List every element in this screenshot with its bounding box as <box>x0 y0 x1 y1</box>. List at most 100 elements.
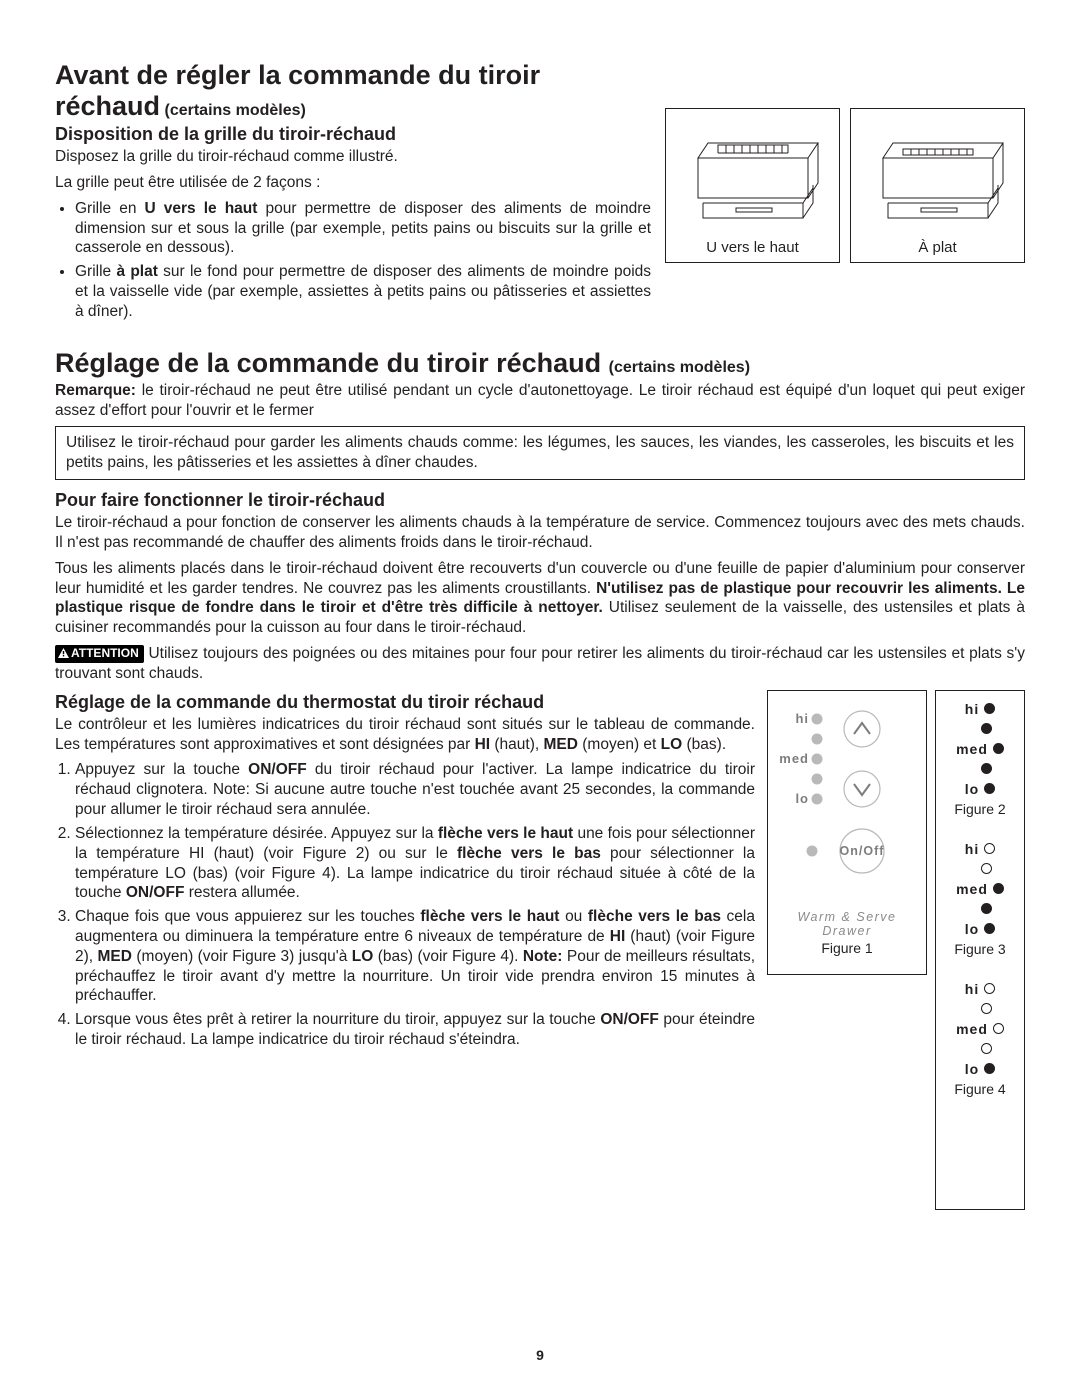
txt: (bas) (voir Figure 4). <box>373 948 523 965</box>
h1-reglage: Réglage de la commande du tiroir réchaud… <box>55 348 1025 379</box>
txt-b: flèche vers le bas <box>588 908 721 925</box>
txt-b: MED <box>544 736 578 753</box>
txt: Appuyez sur la touche <box>75 761 248 778</box>
txt: restera allumée. <box>184 884 299 901</box>
txt-b: U vers le haut <box>145 200 258 217</box>
p-thermo-intro: Le contrôleur et les lumières indicatric… <box>55 715 755 755</box>
p-remarque: Remarque: le tiroir-réchaud ne peut être… <box>55 381 1025 421</box>
txt: Sélectionnez la température désirée. App… <box>75 825 438 842</box>
lbl-med: med <box>956 741 988 757</box>
warning-icon <box>58 648 69 658</box>
control-panel-icon: hi med lo On/Off <box>777 701 917 901</box>
bullet-flat: Grille à plat sur le fond pour permettre… <box>75 262 651 321</box>
dot-icon <box>984 923 995 934</box>
figure-2-indicators: hi x med x lo <box>944 701 1016 797</box>
dot-icon <box>993 743 1004 754</box>
svg-text:On/Off: On/Off <box>840 844 885 858</box>
lbl-lo: lo <box>965 781 979 797</box>
usage-box: Utilisez le tiroir-réchaud pour garder l… <box>55 426 1025 480</box>
attention-badge: ATTENTION <box>55 645 144 662</box>
h1-avant-de-regler: Avant de régler la commande du tiroir ré… <box>55 60 651 122</box>
txt-b: Remarque: <box>55 382 136 399</box>
lbl-med: med <box>956 1021 988 1037</box>
page-number: 9 <box>0 1347 1080 1363</box>
bullet-list-rack: Grille en U vers le haut pour permettre … <box>55 199 651 322</box>
txt-b: MED <box>98 948 132 965</box>
figure-panels: hi med lo On/Off <box>767 690 1025 1210</box>
attention-label: ATTENTION <box>71 646 139 660</box>
txt: Grille <box>75 263 116 280</box>
txt-b: HI <box>610 928 626 945</box>
attention-text: Utilisez toujours des poignées ou des mi… <box>55 645 1025 682</box>
p-attention: ATTENTION Utilisez toujours des poignées… <box>55 644 1025 684</box>
bullet-u-up: Grille en U vers le haut pour permettre … <box>75 199 651 258</box>
drawer-flat-box: À plat <box>850 108 1025 263</box>
p-2facons: La grille peut être utilisée de 2 façons… <box>55 173 651 193</box>
h1-sub: (certains modèles) <box>160 102 306 119</box>
step-1: Appuyez sur la touche ON/OFF du tiroir r… <box>75 760 755 819</box>
p-plastique: Tous les aliments placés dans le tiroir-… <box>55 559 1025 638</box>
figure-2-caption: Figure 2 <box>944 801 1016 817</box>
p-fonction: Le tiroir-réchaud a pour fonction de con… <box>55 513 1025 553</box>
dot-icon <box>993 1023 1004 1034</box>
figure-1-box: hi med lo On/Off <box>767 690 927 975</box>
document-page: Avant de régler la commande du tiroir ré… <box>0 0 1080 1397</box>
txt-b: ON/OFF <box>248 761 307 778</box>
dot-icon <box>981 1003 992 1014</box>
txt: (moyen) (voir Figure 3) jusqu'à <box>132 948 352 965</box>
usage-box-text: Utilisez le tiroir-réchaud pour garder l… <box>66 433 1014 473</box>
dot-icon <box>984 843 995 854</box>
lbl-hi: hi <box>965 841 979 857</box>
h1-main: Réglage de la commande du tiroir réchaud <box>55 348 609 378</box>
txt-b: LO <box>352 948 374 965</box>
section-rack-arrangement: Avant de régler la commande du tiroir ré… <box>55 60 1025 328</box>
dot-icon <box>984 1063 995 1074</box>
step-2: Sélectionnez la température désirée. App… <box>75 824 755 903</box>
warm-serve-label-1: Warm & Serve <box>776 910 918 924</box>
txt: sur le fond pour permettre de disposer d… <box>75 263 651 320</box>
txt: le tiroir-réchaud ne peut être utilisé p… <box>55 382 1025 419</box>
figure-1-caption: Figure 1 <box>776 940 918 956</box>
lbl-lo: lo <box>965 921 979 937</box>
figure-234-box: hi x med x lo Figure 2 hi x med x lo Fig… <box>935 690 1025 1210</box>
svg-text:lo: lo <box>795 791 809 806</box>
txt: (bas). <box>682 736 726 753</box>
dot-icon <box>981 1043 992 1054</box>
warm-serve-label-2: Drawer <box>776 924 918 938</box>
lbl-hi: hi <box>965 701 979 717</box>
thermostat-text-col: Réglage de la commande du thermostat du … <box>55 690 755 1210</box>
txt-b: flèche vers le bas <box>457 845 601 862</box>
dot-icon <box>984 983 995 994</box>
figure-4-caption: Figure 4 <box>944 1081 1016 1097</box>
h2-disposition: Disposition de la grille du tiroir-récha… <box>55 124 651 145</box>
drawer-flat-icon <box>863 123 1013 233</box>
dot-icon <box>981 903 992 914</box>
thermostat-steps: Appuyez sur la touche ON/OFF du tiroir r… <box>55 760 755 1050</box>
txt-b: ON/OFF <box>600 1011 659 1028</box>
txt-b: LO <box>661 736 683 753</box>
dot-icon <box>984 703 995 714</box>
dot-icon <box>981 723 992 734</box>
drawer-diagrams: U vers le haut <box>665 108 1025 328</box>
svg-text:hi: hi <box>795 711 809 726</box>
figure-4-indicators: hi x med x lo <box>944 981 1016 1077</box>
dot-icon <box>993 883 1004 894</box>
lbl-hi: hi <box>965 981 979 997</box>
txt-b: HI <box>475 736 491 753</box>
caption-u-up: U vers le haut <box>706 239 799 256</box>
caption-flat: À plat <box>918 239 956 256</box>
txt: ou <box>559 908 587 925</box>
drawer-u-up-icon <box>678 123 828 233</box>
dot-icon <box>981 763 992 774</box>
txt: (moyen) et <box>578 736 661 753</box>
txt-b: flèche vers le haut <box>420 908 559 925</box>
h2-fonctionner: Pour faire fonctionner le tiroir-réchaud <box>55 490 1025 511</box>
dot-icon <box>981 863 992 874</box>
txt-b: ON/OFF <box>126 884 185 901</box>
figure-3-caption: Figure 3 <box>944 941 1016 957</box>
h2-thermostat: Réglage de la commande du thermostat du … <box>55 692 755 713</box>
txt-b: flèche vers le haut <box>438 825 573 842</box>
figure-3-indicators: hi x med x lo <box>944 841 1016 937</box>
drawer-u-up-box: U vers le haut <box>665 108 840 263</box>
h1-sub: (certains modèles) <box>609 359 750 376</box>
